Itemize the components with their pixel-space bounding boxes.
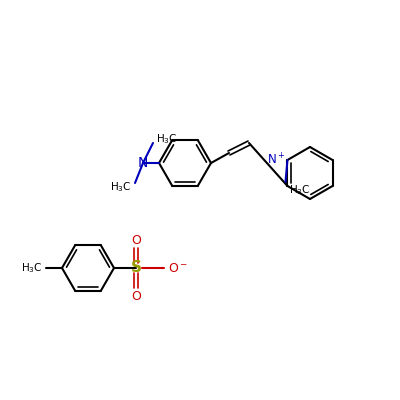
Text: O: O — [131, 290, 141, 302]
Text: N: N — [138, 156, 148, 170]
Text: H$_3$C: H$_3$C — [21, 261, 43, 275]
Text: S: S — [130, 260, 142, 276]
Text: O: O — [131, 234, 141, 246]
Text: O$^-$: O$^-$ — [168, 262, 188, 274]
Text: H$_3$C: H$_3$C — [156, 132, 178, 146]
Text: H$_3$C: H$_3$C — [289, 183, 310, 197]
Text: H$_3$C: H$_3$C — [110, 180, 132, 194]
Text: N$^+$: N$^+$ — [267, 152, 286, 168]
